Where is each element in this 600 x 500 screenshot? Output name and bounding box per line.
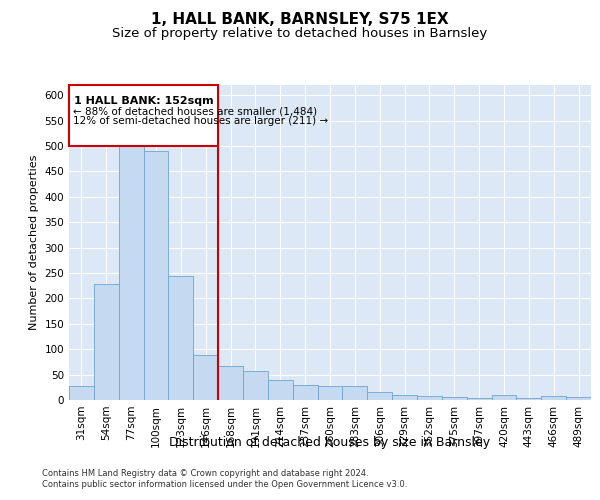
Text: Size of property relative to detached houses in Barnsley: Size of property relative to detached ho… [112,28,488,40]
Text: 1, HALL BANK, BARNSLEY, S75 1EX: 1, HALL BANK, BARNSLEY, S75 1EX [151,12,449,28]
Bar [517,398,541,400]
Bar [442,397,467,400]
Bar [491,395,517,400]
FancyBboxPatch shape [69,85,218,146]
Text: ← 88% of detached houses are smaller (1,484): ← 88% of detached houses are smaller (1,… [73,106,317,117]
Text: 12% of semi-detached houses are larger (211) →: 12% of semi-detached houses are larger (… [73,116,328,126]
Bar [343,386,367,400]
Bar [566,398,591,400]
Bar [293,385,317,400]
Bar [193,356,218,400]
Bar [69,386,94,400]
Y-axis label: Number of detached properties: Number of detached properties [29,155,39,330]
Bar [541,396,566,400]
Bar [417,396,442,400]
Bar [94,284,119,400]
Bar [119,141,143,400]
Bar [367,392,392,400]
Text: Distribution of detached houses by size in Barnsley: Distribution of detached houses by size … [169,436,491,449]
Text: Contains HM Land Registry data © Crown copyright and database right 2024.: Contains HM Land Registry data © Crown c… [42,468,368,477]
Bar [467,398,491,400]
Bar [392,395,417,400]
Bar [317,386,343,400]
Bar [143,151,169,400]
Text: 1 HALL BANK: 152sqm: 1 HALL BANK: 152sqm [74,96,214,106]
Bar [268,380,293,400]
Bar [243,370,268,400]
Text: Contains public sector information licensed under the Open Government Licence v3: Contains public sector information licen… [42,480,407,489]
Bar [169,276,193,400]
Bar [218,366,243,400]
